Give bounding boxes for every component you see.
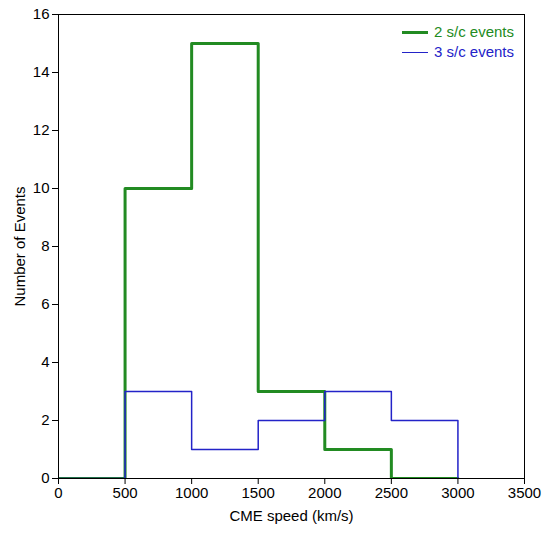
svg-text:10: 10 [33,179,50,196]
svg-text:0: 0 [54,484,62,501]
svg-text:3000: 3000 [441,484,474,501]
html-text:2 s/c events: 2 s/c events [434,23,514,40]
svg-text:0: 0 [41,469,49,486]
svg-text:6: 6 [41,295,49,312]
svg-text:2: 2 [41,411,49,428]
svg-text:2500: 2500 [375,484,408,501]
svg-text:2000: 2000 [308,484,341,501]
svg-text:8: 8 [41,237,49,254]
svg-text:1000: 1000 [175,484,208,501]
svg-text:CME speed (km/s): CME speed (km/s) [229,507,353,524]
svg-text:4: 4 [41,353,49,370]
svg-text:1500: 1500 [242,484,275,501]
svg-text:Number of Events: Number of Events [11,186,28,306]
svg-text:3500: 3500 [508,484,541,501]
svg-text:500: 500 [113,484,138,501]
html-text:3 s/c events: 3 s/c events [434,43,514,60]
svg-text:12: 12 [33,121,50,138]
svg-text:16: 16 [33,5,50,22]
svg-text:14: 14 [33,63,50,80]
